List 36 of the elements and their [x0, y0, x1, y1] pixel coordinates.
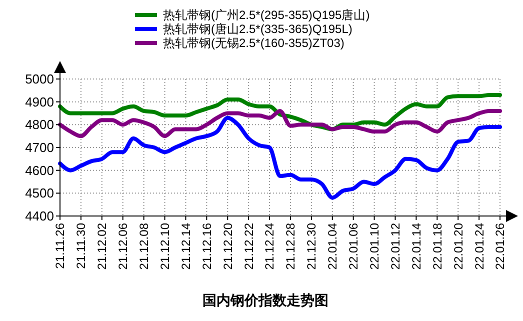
line-series [58, 92, 502, 132]
x-tick-label: 22.01.10 [367, 222, 382, 270]
x-tick-label: 22.01.20 [451, 222, 466, 270]
x-tick-label: 21.12.14 [178, 222, 193, 270]
y-tick-label: 5000 [25, 72, 54, 87]
legend-label: 热轧带钢(广州2.5*(295-355)Q195唐山) [163, 8, 370, 22]
text: 国内钢价指数走势图 [202, 292, 328, 308]
x-tick-label: 21.12.08 [137, 222, 152, 270]
legend-label: 热轧带钢(唐山2.5*(335-365)Q195L) [163, 22, 352, 36]
x-tick-label: 22.01.12 [388, 222, 402, 270]
y-tick-label: 4900 [25, 94, 54, 110]
line-series [58, 116, 502, 200]
x-tick-label: 22.01.06 [346, 222, 361, 270]
x-tick-label: 21.11.30 [74, 222, 88, 269]
legend-label: 热轧带钢(无锡2.5*(160-355)ZT03) [163, 36, 344, 50]
y-tick-label: 4500 [25, 186, 54, 201]
y-tick-label: 4400 [25, 208, 54, 224]
x-tick-label: 21.12.22 [242, 222, 256, 270]
x-tick-label: 21.12.02 [95, 222, 110, 270]
y-tick-label: 4600 [25, 162, 54, 178]
x-tick-label: 22.01.18 [430, 222, 444, 270]
x-tick-label: 22.01.04 [326, 222, 340, 270]
x-tick-label: 21.12.06 [116, 222, 130, 270]
x-tick-label: 22.01.24 [472, 222, 486, 270]
x-tick-label: 22.01.14 [409, 222, 424, 270]
x-tick-label: 21.12.16 [200, 222, 214, 270]
x-tick-label: 21.12.28 [284, 222, 298, 270]
x-tick-label: 21.12.30 [304, 222, 319, 270]
y-tick-label: 4800 [25, 117, 54, 132]
y-tick-label: 4700 [25, 140, 54, 156]
x-tick-label: 22.01.26 [493, 222, 508, 270]
x-tick-label: 21.12.10 [158, 222, 172, 270]
x-tick-label: 21.12.20 [220, 222, 235, 270]
x-tick-label: 21.12.24 [262, 222, 277, 270]
line-series [58, 108, 502, 138]
x-tick-label: 21.11.26 [53, 222, 68, 269]
